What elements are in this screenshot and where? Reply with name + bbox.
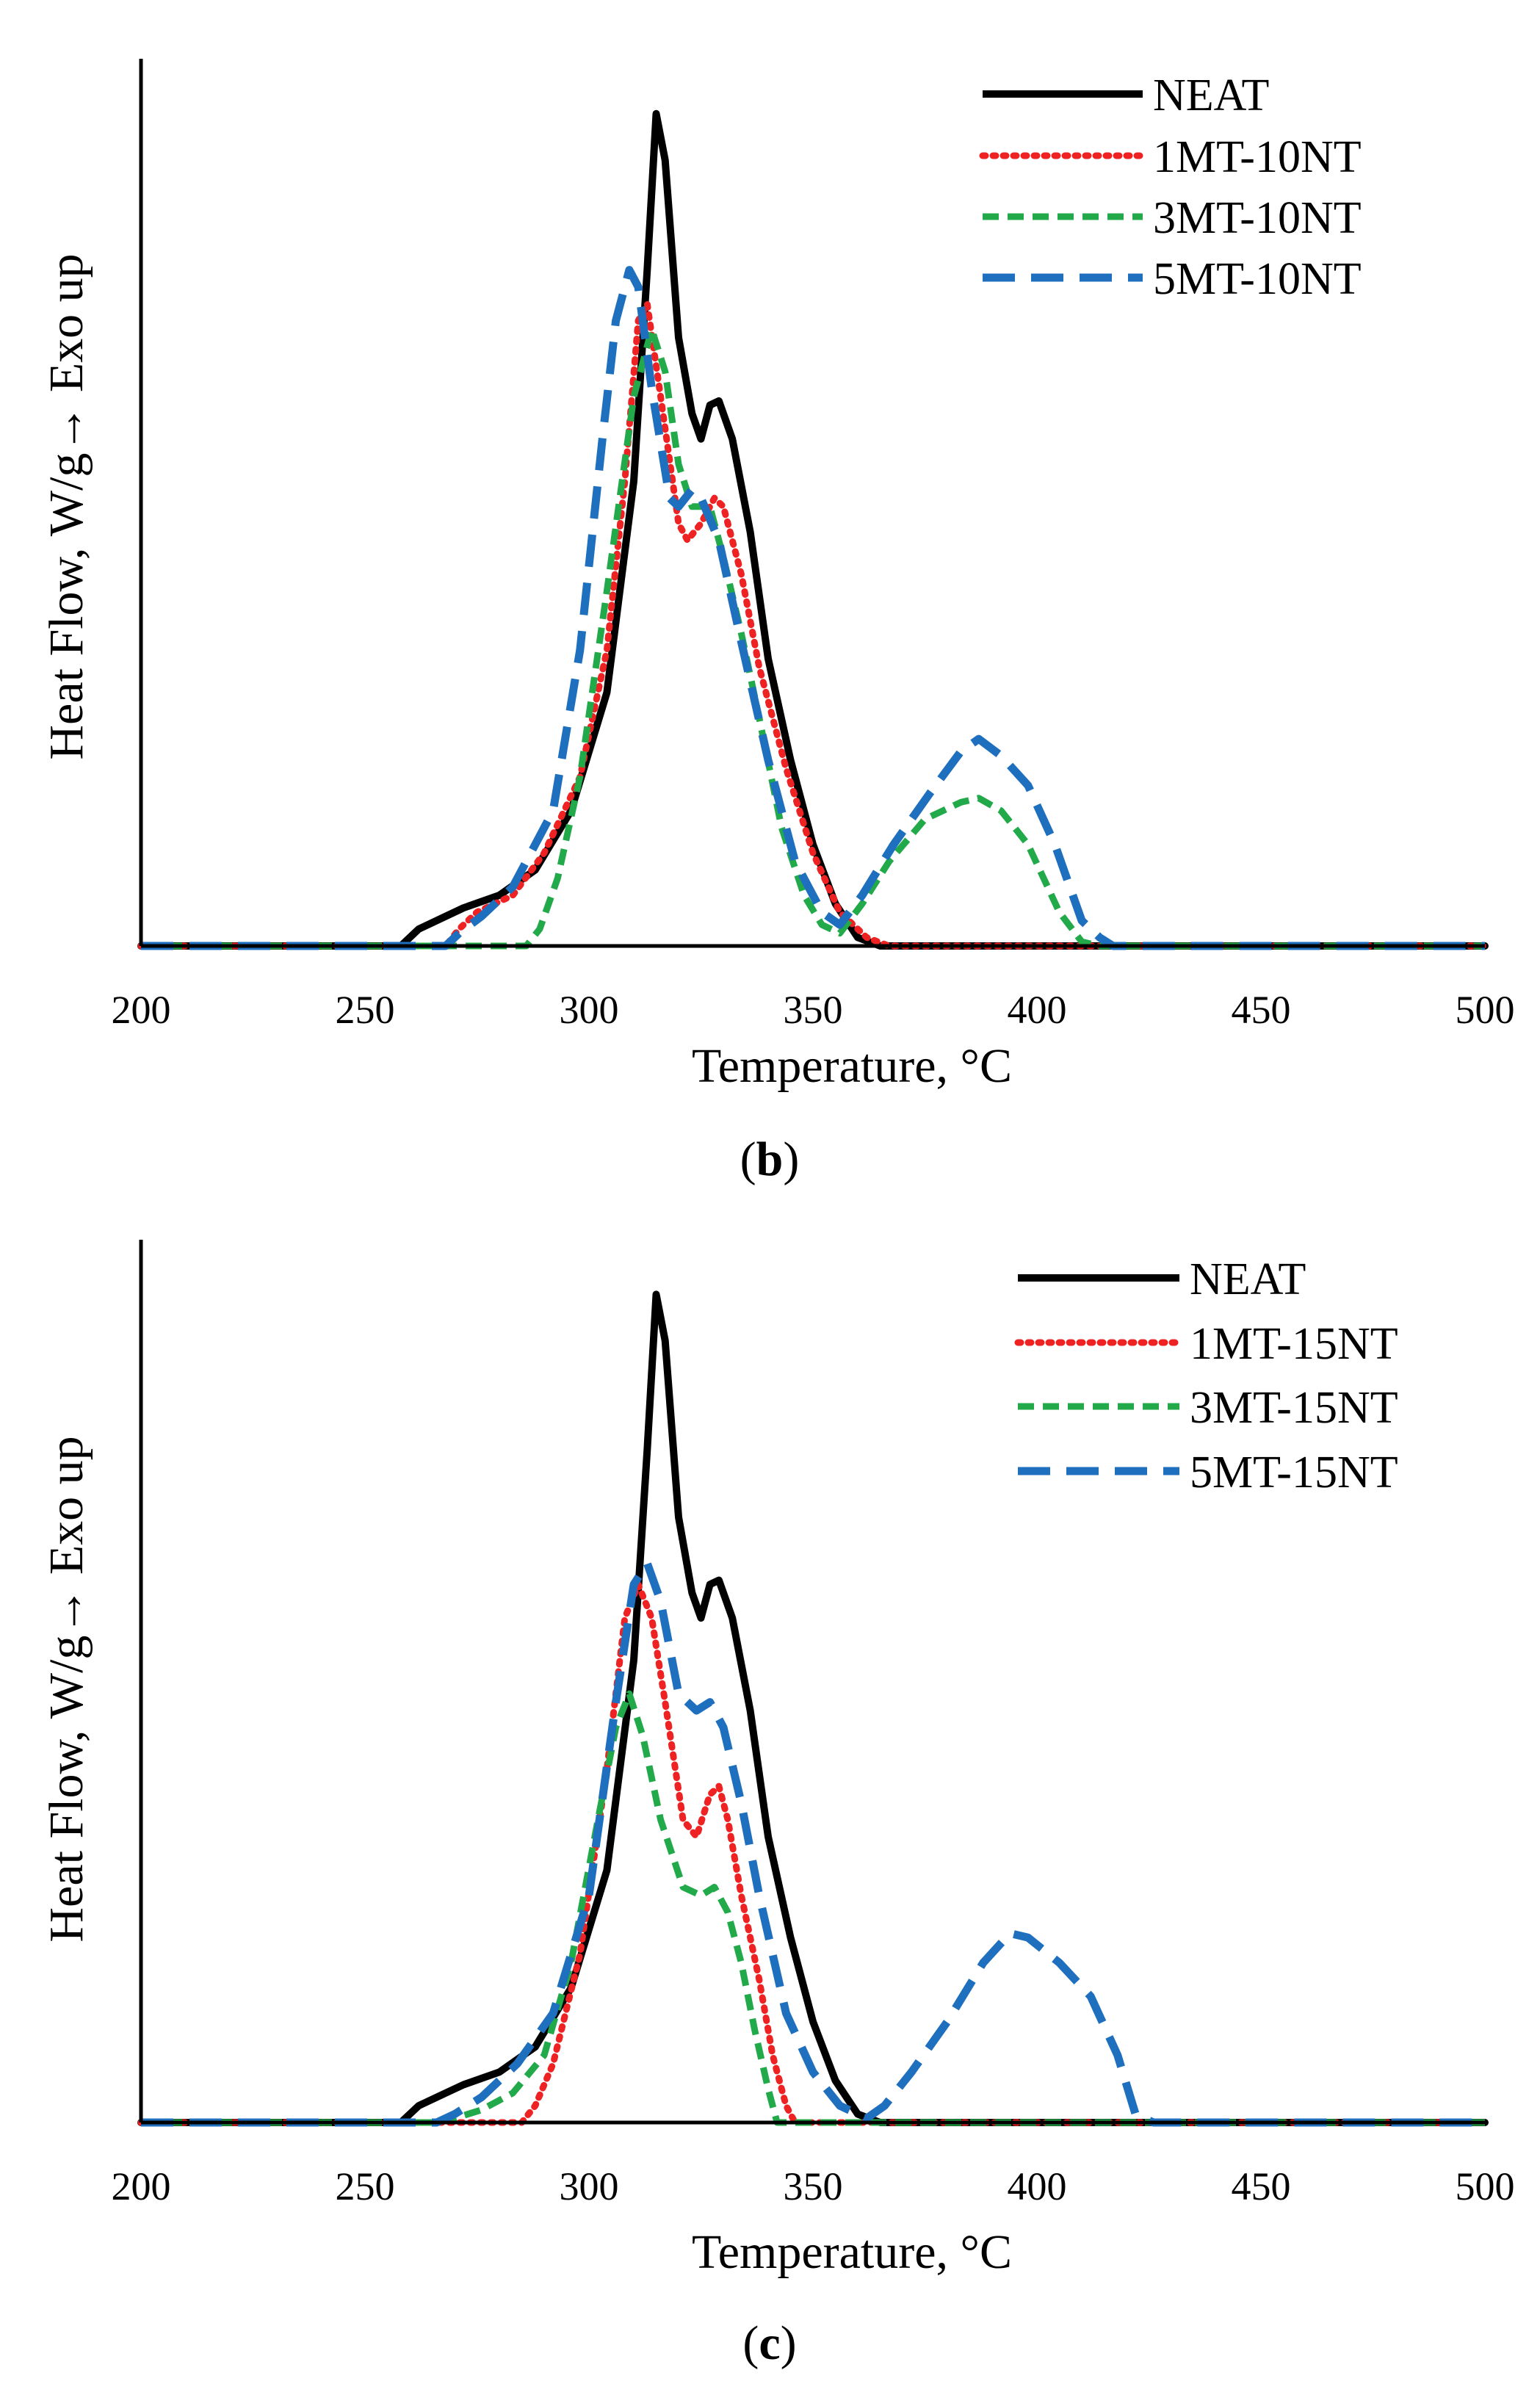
y-axis-title-c: Heat Flow, W/g→ Exo up xyxy=(40,1436,93,1942)
legend-c: NEAT 1MT-15NT 3MT-15NT 5MT-15NT xyxy=(1014,1254,1398,1498)
series-line-neat xyxy=(137,109,1489,950)
y-axis-title-b: Heat Flow, W/g→ Exo up xyxy=(40,253,93,759)
x-axis-title-b: Temperature, °C xyxy=(692,1039,1012,1093)
x-axis-title-c: Temperature, °C xyxy=(692,2225,1012,2279)
legend-label-3mt-15nt: 3MT-15NT xyxy=(1190,1383,1398,1433)
x-tick-label: 350 xyxy=(784,2164,843,2208)
series-line-3mt-10nt xyxy=(141,325,1485,950)
series-line-1mt-15nt xyxy=(137,1580,1489,2126)
panel-letter-c: c xyxy=(759,2316,780,2370)
x-tick-label: 200 xyxy=(112,2164,171,2208)
series-line-1mt-10nt xyxy=(137,300,1489,950)
panel-label-b: (b) xyxy=(740,1132,800,1186)
series-line-3mt-15nt xyxy=(141,1690,1485,2126)
legend-b: NEAT 1MT-10NT 3MT-10NT 5MT-10NT xyxy=(979,71,1362,304)
series-line-5mt-10nt xyxy=(141,266,1485,950)
series-line-5mt-15nt xyxy=(141,1559,1485,2127)
x-tick-label: 250 xyxy=(336,988,395,1032)
x-tick-labels-b: 200 250 300 350 400 450 500 xyxy=(112,988,1515,1032)
x-tick-label: 450 xyxy=(1232,988,1291,1032)
x-tick-label: 400 xyxy=(1008,988,1067,1032)
x-tick-label: 250 xyxy=(336,2164,395,2208)
series-layer-b xyxy=(137,109,1489,950)
series-layer-c xyxy=(137,1290,1489,2127)
legend-label-neat: NEAT xyxy=(1190,1254,1306,1304)
legend-label-5mt-15nt: 5MT-15NT xyxy=(1190,1448,1398,1498)
x-tick-label: 200 xyxy=(112,988,171,1032)
x-tick-label: 300 xyxy=(560,988,619,1032)
x-tick-label: 500 xyxy=(1456,988,1515,1032)
series-line-neat xyxy=(137,1290,1489,2126)
x-tick-label: 400 xyxy=(1008,2164,1067,2208)
panel-letter-b: b xyxy=(756,1132,784,1186)
x-tick-label: 300 xyxy=(560,2164,619,2208)
legend-label-5mt-10nt: 5MT-10NT xyxy=(1153,254,1362,304)
chart-panel-b: 200 250 300 350 400 450 500 Temperature,… xyxy=(40,59,1515,1186)
legend-label-1mt-10nt: 1MT-10NT xyxy=(1153,132,1362,182)
x-tick-label: 500 xyxy=(1456,2164,1515,2208)
legend-label-neat: NEAT xyxy=(1153,71,1269,120)
chart-panel-c: 200 250 300 350 400 450 500 Temperature,… xyxy=(40,1240,1515,2370)
x-tick-labels-c: 200 250 300 350 400 450 500 xyxy=(112,2164,1515,2208)
x-tick-label: 350 xyxy=(784,988,843,1032)
panel-label-c: (c) xyxy=(742,2316,796,2370)
legend-label-3mt-10nt: 3MT-10NT xyxy=(1153,193,1362,243)
legend-label-1mt-15nt: 1MT-15NT xyxy=(1190,1319,1398,1369)
x-tick-label: 450 xyxy=(1232,2164,1291,2208)
